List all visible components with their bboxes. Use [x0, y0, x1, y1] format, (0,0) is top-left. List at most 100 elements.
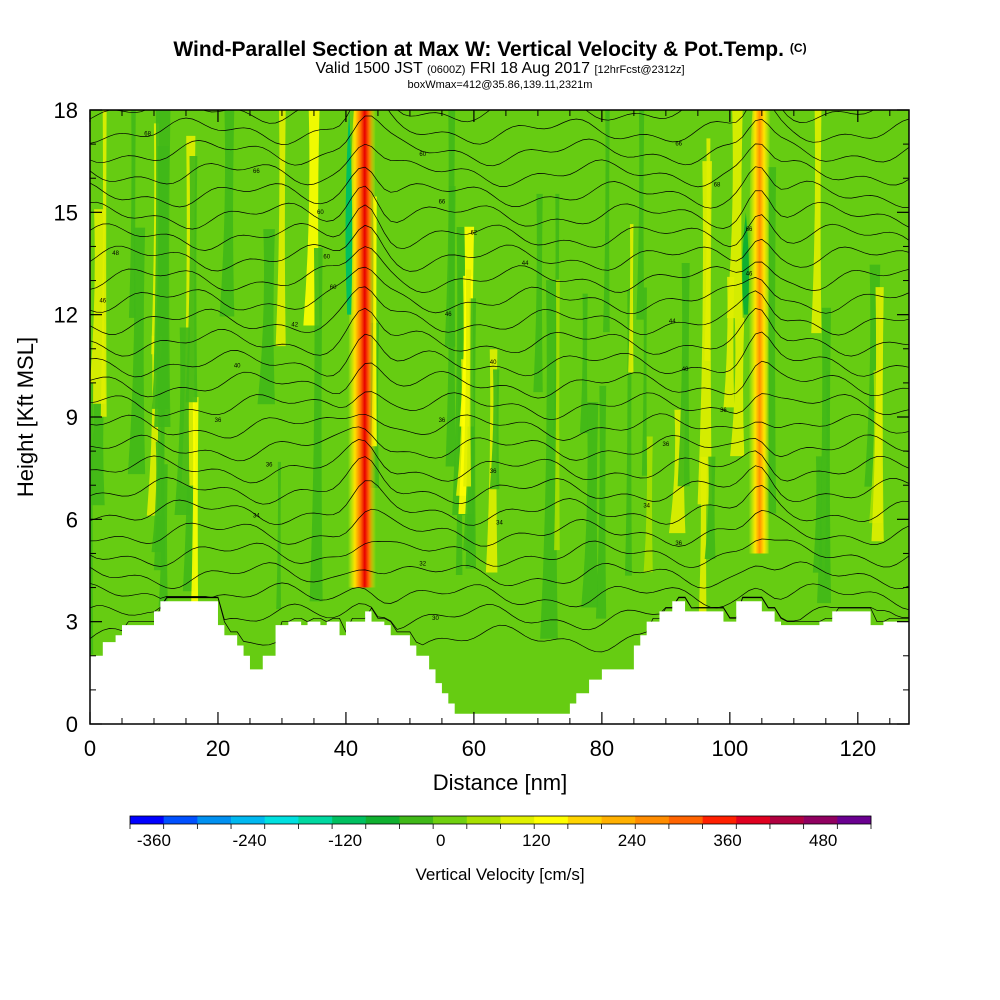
isentrope-label: 66	[746, 227, 753, 233]
velocity-streak	[824, 370, 830, 580]
isentrope-line	[90, 185, 909, 230]
subtitle-valid: Valid 1500 JST	[315, 60, 426, 77]
isentrope-line	[90, 110, 909, 145]
colorbar-swatch	[534, 816, 569, 824]
colorbar-swatch	[769, 816, 804, 824]
colorbar-tick-label: 240	[618, 831, 646, 850]
velocity-streak	[603, 110, 610, 333]
chart-title-mark: (C)	[790, 41, 807, 55]
chart-subtitle-box: boxWmax=412@35.86,139.11,2321m	[408, 79, 593, 91]
isentrope-label: 68	[144, 131, 151, 137]
velocity-streak	[154, 110, 171, 428]
isentrope-label: 60	[419, 152, 426, 158]
isentrope-line	[90, 582, 909, 611]
downdraft-core	[345, 110, 353, 315]
isentrope-label: 46	[445, 312, 452, 318]
colorbar-tick-label: 360	[713, 831, 741, 850]
velocity-streak	[189, 397, 199, 646]
colorbar-swatch	[264, 816, 299, 824]
velocity-streak	[704, 456, 716, 559]
updraft-core	[748, 110, 771, 554]
isentrope-line	[90, 508, 909, 547]
isentrope-label: 36	[439, 418, 446, 424]
colorbar-tick-label: -360	[137, 831, 171, 850]
colorbar-tick-label: -240	[233, 831, 267, 850]
velocity-streak	[704, 138, 711, 362]
isentrope-line	[90, 426, 909, 462]
velocity-streak	[445, 186, 456, 467]
isentrope-label: 40	[234, 363, 241, 369]
colorbar-swatch	[130, 816, 164, 824]
terrain	[90, 601, 909, 724]
isentrope-label: 36	[215, 418, 222, 424]
chart-subtitle: Valid 1500 JST (0600Z) FRI 18 Aug 2017 […	[315, 60, 684, 77]
x-tick-label: 40	[334, 736, 358, 761]
colorbar: -360 -240 -120 0 120 240 360 480	[129, 815, 872, 850]
isentrope-label: 44	[522, 261, 529, 267]
colorbar-swatch	[197, 816, 232, 824]
colorbar-swatch	[298, 816, 333, 824]
isentrope-line	[90, 166, 909, 209]
isentrope-line	[90, 331, 909, 378]
isentrope-label: 36	[663, 442, 670, 448]
velocity-streak	[723, 276, 735, 408]
velocity-streak	[100, 110, 107, 417]
isentrope-label: 42	[291, 322, 298, 328]
y-tick-label: 0	[66, 712, 78, 737]
isentrope-label: 40	[490, 360, 497, 366]
isentrope-label: 40	[682, 367, 689, 373]
colorbar-swatch	[668, 816, 703, 824]
velocity-streak	[465, 298, 477, 569]
velocity-streak	[697, 456, 707, 648]
colorbar-swatch	[736, 816, 771, 824]
x-tick-label: 20	[206, 736, 230, 761]
y-axis-label: Height [Kft MSL]	[13, 337, 38, 497]
x-tick-label: 0	[84, 736, 96, 761]
velocity-streak	[581, 402, 599, 608]
colorbar-swatch	[433, 816, 468, 824]
velocity-streak	[128, 110, 136, 318]
isentrope-label: 34	[643, 503, 650, 509]
isentrope-label: 66	[253, 169, 260, 175]
y-tick-label: 6	[66, 507, 78, 532]
isentrope-line	[90, 204, 909, 251]
isentrope-line	[90, 143, 909, 188]
isentrope-line	[90, 360, 909, 399]
velocity-streak	[871, 287, 884, 542]
velocity-streak	[579, 293, 588, 434]
colorbar-swatch	[332, 816, 367, 824]
isentrope-label: 32	[419, 561, 426, 567]
velocity-streak	[730, 317, 745, 457]
velocity-streak	[811, 110, 822, 334]
colorbar-tick-label: 120	[522, 831, 550, 850]
velocity-streak	[158, 464, 168, 607]
isentrope-label: 36	[490, 469, 497, 475]
velocity-streak	[174, 327, 191, 516]
velocity-streak	[540, 280, 558, 639]
isentropes: 68 60 66 66 68 60 66 66 62 48 60 44 46 46 60 46 42 44 40 40…	[90, 110, 909, 653]
x-tick-label: 80	[590, 736, 614, 761]
colorbar-swatch	[500, 816, 535, 824]
velocity-streak	[90, 209, 106, 404]
velocity-streak	[219, 110, 235, 317]
isentrope-label: 34	[496, 520, 503, 526]
isentrope-label: 60	[323, 254, 330, 260]
isentrope-label: 44	[669, 319, 676, 325]
isentrope-label: 66	[439, 200, 446, 206]
isentrope-label: 46	[99, 299, 106, 305]
velocity-streak	[554, 279, 560, 551]
velocity-streak	[636, 110, 645, 320]
colorbar-tick-label: 480	[809, 831, 837, 850]
isentrope-line	[90, 480, 909, 526]
isentrope-label: 46	[746, 271, 753, 277]
velocity-streak	[275, 110, 286, 347]
isentrope-label: 30	[432, 616, 439, 622]
isentrope-label: 36	[266, 462, 273, 468]
velocity-streak	[628, 224, 634, 373]
colorbar-swatch	[567, 816, 602, 824]
x-tick-label: 100	[711, 736, 748, 761]
isentrope-label: 60	[330, 285, 337, 291]
colorbar-tick-label: -120	[328, 831, 362, 850]
